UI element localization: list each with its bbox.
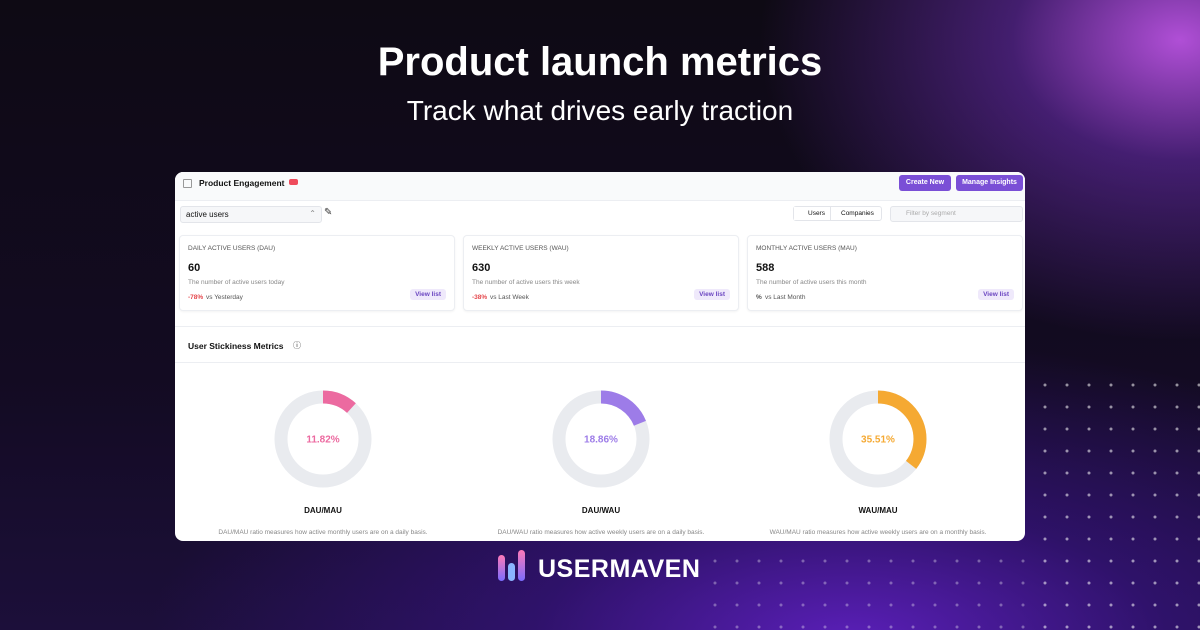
card-comparison: vs Last Week bbox=[490, 294, 529, 301]
card-description: The number of active users today bbox=[188, 279, 285, 286]
view-list-link[interactable]: View list bbox=[410, 289, 446, 300]
donut-name: WAU/MAU bbox=[858, 506, 898, 515]
card-change: % bbox=[756, 294, 762, 301]
edit-icon[interactable]: ✎ bbox=[324, 207, 333, 218]
metric-card: MONTHLY ACTIVE USERS (MAU) 588 The number … bbox=[747, 235, 1023, 311]
select-caret: ⌃ bbox=[309, 209, 316, 218]
logo-mark bbox=[498, 550, 525, 581]
card-description: The number of active users this month bbox=[756, 279, 867, 286]
subheadline: Track what drives early traction bbox=[406, 95, 794, 126]
donut-label: 18.86% bbox=[584, 435, 618, 446]
donut-charts: 11.82% 18.86% 35.51% bbox=[274, 390, 927, 488]
donut-description: WAU/MAU ratio measures how active weekly… bbox=[769, 529, 987, 536]
metric-card: DAILY ACTIVE USERS (DAU) 60 The number of … bbox=[179, 235, 455, 311]
manage-button[interactable]: Manage Insights bbox=[956, 175, 1023, 191]
filter-placeholder: Filter by segment bbox=[906, 210, 956, 217]
sidebar-icon[interactable] bbox=[183, 179, 192, 188]
card-comparison: vs Yesterday bbox=[206, 294, 243, 301]
donut-description: DAU/MAU ratio measures how active monthl… bbox=[218, 529, 428, 536]
card-value: 588 bbox=[756, 262, 775, 274]
create-button[interactable]: Create New bbox=[899, 175, 951, 191]
donut-label: 11.82% bbox=[306, 435, 339, 446]
donut-label: 35.51% bbox=[861, 435, 895, 446]
users-companies-toggle[interactable]: Users Companies bbox=[793, 206, 882, 221]
view-list-link[interactable]: View list bbox=[978, 289, 1014, 300]
donut-name: DAU/WAU bbox=[581, 506, 621, 515]
card-label: DAILY ACTIVE USERS (DAU) bbox=[188, 245, 276, 252]
divider bbox=[175, 326, 1025, 327]
select-value: active users bbox=[186, 210, 229, 219]
logo-text: USERMAVEN bbox=[538, 555, 701, 583]
card-label: WEEKLY ACTIVE USERS (WAU) bbox=[472, 245, 569, 252]
app-window: Product Engagement Create New Manage Ins… bbox=[175, 172, 1025, 541]
donut-name: DAU/MAU bbox=[304, 506, 342, 515]
section-title: User Stickiness Metrics bbox=[188, 341, 284, 351]
donut-arc bbox=[274, 390, 372, 488]
toggle-companies[interactable]: Companies bbox=[841, 209, 874, 217]
headline: Product launch metrics bbox=[377, 40, 823, 84]
toggle-users[interactable]: Users bbox=[808, 209, 825, 217]
card-label: MONTHLY ACTIVE USERS (MAU) bbox=[756, 245, 857, 252]
page-title: Product Engagement bbox=[199, 178, 285, 188]
metric-select[interactable]: active users ⌃ bbox=[180, 206, 322, 223]
top-bar: Product Engagement Create New Manage Ins… bbox=[175, 172, 1025, 201]
donut-description: DAU/WAU ratio measures how active weekly… bbox=[497, 529, 705, 536]
metric-card: WEEKLY ACTIVE USERS (WAU) 630 The number o… bbox=[463, 235, 739, 311]
card-change: -38% bbox=[472, 294, 488, 301]
info-icon[interactable]: ⓘ bbox=[293, 341, 301, 350]
view-list-link[interactable]: View list bbox=[694, 289, 730, 300]
donut-arc bbox=[552, 390, 650, 488]
video-badge[interactable] bbox=[289, 179, 298, 185]
segment-filter[interactable]: Filter by segment bbox=[890, 206, 1023, 222]
divider bbox=[175, 362, 1025, 363]
donut-arc bbox=[829, 390, 927, 488]
card-change: -78% bbox=[188, 294, 204, 301]
card-value: 60 bbox=[188, 262, 201, 274]
card-description: The number of active users this week bbox=[472, 279, 580, 286]
card-comparison: vs Last Month bbox=[765, 294, 806, 301]
card-value: 630 bbox=[472, 262, 491, 274]
